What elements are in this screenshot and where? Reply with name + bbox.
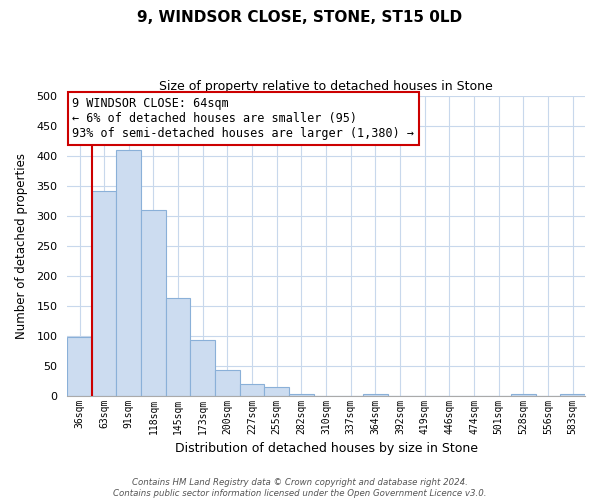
Y-axis label: Number of detached properties: Number of detached properties	[15, 152, 28, 338]
Bar	[141, 210, 166, 396]
Bar	[289, 394, 314, 396]
Bar	[92, 191, 116, 396]
Bar	[363, 394, 388, 396]
Bar	[190, 340, 215, 396]
Bar	[560, 394, 585, 396]
Text: Contains HM Land Registry data © Crown copyright and database right 2024.
Contai: Contains HM Land Registry data © Crown c…	[113, 478, 487, 498]
Text: 9 WINDSOR CLOSE: 64sqm
← 6% of detached houses are smaller (95)
93% of semi-deta: 9 WINDSOR CLOSE: 64sqm ← 6% of detached …	[73, 97, 415, 140]
X-axis label: Distribution of detached houses by size in Stone: Distribution of detached houses by size …	[175, 442, 478, 455]
Bar	[215, 370, 240, 396]
Bar	[67, 338, 92, 396]
Bar	[511, 394, 536, 396]
Bar	[166, 298, 190, 396]
Text: 9, WINDSOR CLOSE, STONE, ST15 0LD: 9, WINDSOR CLOSE, STONE, ST15 0LD	[137, 10, 463, 25]
Bar	[116, 150, 141, 396]
Bar	[265, 387, 289, 396]
Bar	[240, 384, 265, 396]
Title: Size of property relative to detached houses in Stone: Size of property relative to detached ho…	[159, 80, 493, 93]
